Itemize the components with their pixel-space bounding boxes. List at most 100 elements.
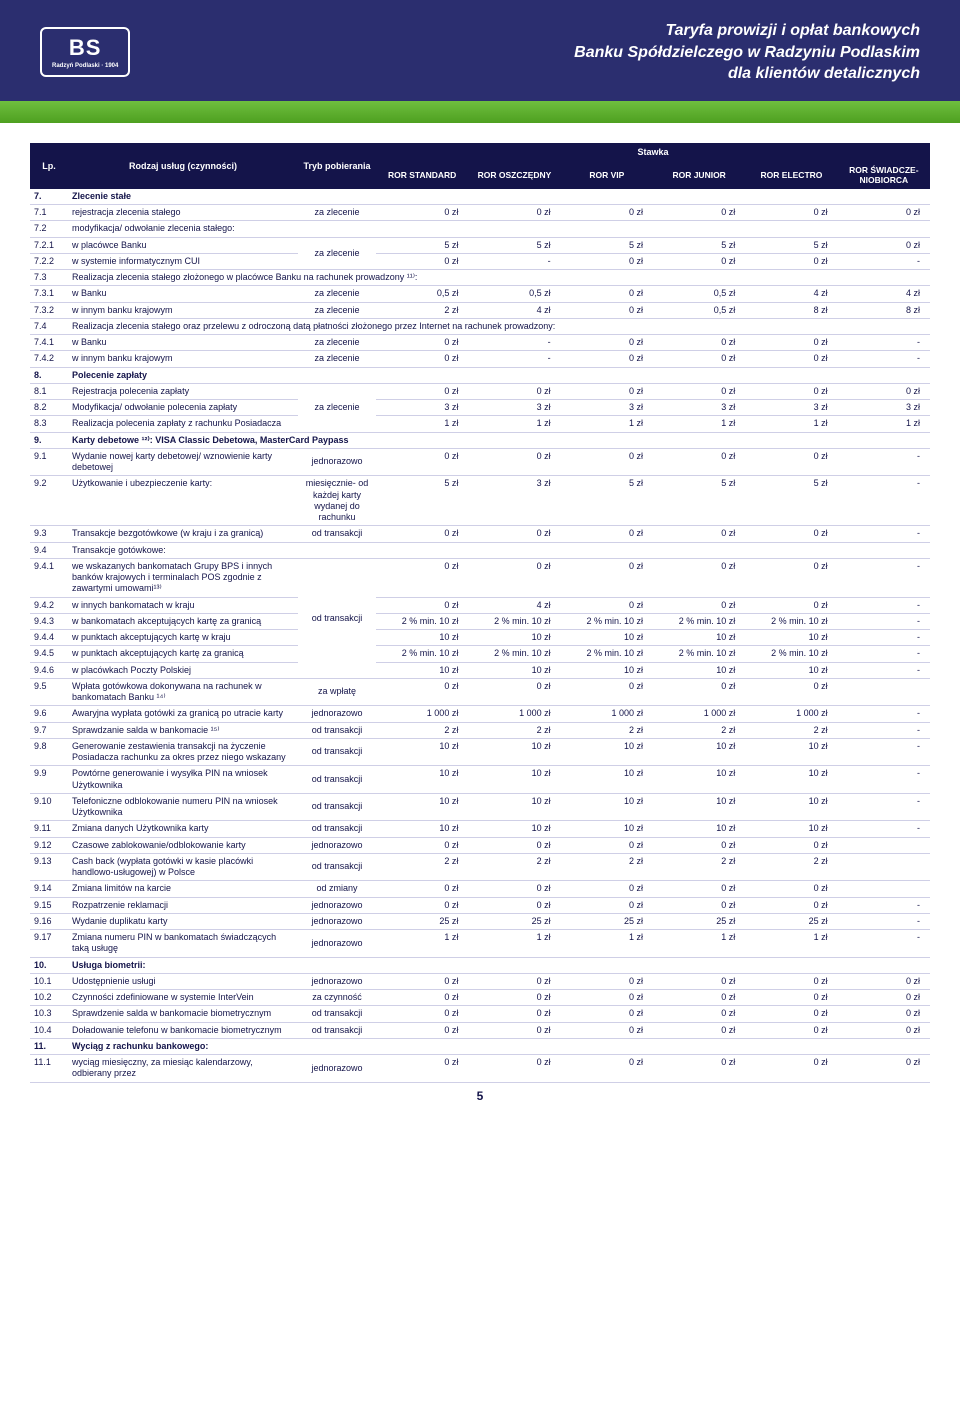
cell-value: 3 zł — [468, 400, 560, 416]
cell-value: 4 zł — [468, 302, 560, 318]
cell-value: - — [838, 722, 930, 738]
cell-lp: 9.2 — [30, 476, 68, 526]
cell-value: - — [838, 821, 930, 837]
cell-value: 2 % min. 10 zł — [561, 646, 653, 662]
cell-value: 2 zł — [468, 722, 560, 738]
cell-value: 25 zł — [376, 913, 468, 929]
logo-subtitle: Radzyń Podlaski · 1904 — [52, 63, 118, 69]
cell-desc: we wskazanych bankomatach Grupy BPS i in… — [68, 558, 298, 597]
cell-desc: w punktach akceptujących kartę w kraju — [68, 630, 298, 646]
cell-value: 10 zł — [745, 793, 837, 821]
cell-value: - — [838, 630, 930, 646]
cell-value: 0 zł — [653, 881, 745, 897]
cell-value: - — [838, 351, 930, 367]
table-row: 9.16Wydanie duplikatu kartyjednorazowo25… — [30, 913, 930, 929]
table-row: 8.3Realizacja polecenia zapłaty z rachun… — [30, 416, 930, 432]
cell-value: 10 zł — [468, 821, 560, 837]
cell-value: - — [838, 476, 930, 526]
cell-value: 0 zł — [745, 526, 837, 542]
table-row: 8.1Rejestracja polecenia zapłatyza zlece… — [30, 383, 930, 399]
cell-desc: Generowanie zestawienia transakcji na ży… — [68, 738, 298, 766]
cell-desc: Użytkowanie i ubezpieczenie karty: — [68, 476, 298, 526]
cell-lp: 7.1 — [30, 205, 68, 221]
cell-value: 0 zł — [468, 526, 560, 542]
cell-value: 1 zł — [561, 930, 653, 958]
cell-value: 2 % min. 10 zł — [468, 646, 560, 662]
cell-value: 0 zł — [653, 973, 745, 989]
cell-lp: 8.2 — [30, 400, 68, 416]
cell-value: 10 zł — [561, 630, 653, 646]
cell-desc: w innym banku krajowym — [68, 351, 298, 367]
cell-value: 10 zł — [561, 738, 653, 766]
table-row: 9.14Zmiana limitów na karcieod zmiany0 z… — [30, 881, 930, 897]
cell-value: 0 zł — [468, 1055, 560, 1083]
cell-value — [838, 853, 930, 881]
cell-lp: 7.2.2 — [30, 253, 68, 269]
th-rodzaj: Rodzaj usług (czynności) — [68, 143, 298, 189]
page-number: 5 — [30, 1089, 930, 1103]
cell-value: 0 zł — [561, 383, 653, 399]
cell-value: 0 zł — [653, 897, 745, 913]
cell-tryb: za wpłatę — [298, 678, 376, 706]
cell-lp: 9.4.4 — [30, 630, 68, 646]
cell-tryb — [298, 542, 376, 558]
cell-tryb: za zlecenie — [298, 383, 376, 432]
cell-tryb: jednorazowo — [298, 973, 376, 989]
cell-value: 0 zł — [376, 837, 468, 853]
cell-value: 0 zł — [376, 973, 468, 989]
cell-value: 0 zł — [653, 526, 745, 542]
table-row: 9.4Transakcje gotówkowe: — [30, 542, 930, 558]
cell-value: 0 zł — [653, 335, 745, 351]
cell-value: 0 zł — [745, 1055, 837, 1083]
cell-value: 10 zł — [653, 630, 745, 646]
cell-lp: 9.4 — [30, 542, 68, 558]
cell-desc: Telefoniczne odblokowanie numeru PIN na … — [68, 793, 298, 821]
cell-lp: 9.4.6 — [30, 662, 68, 678]
cell-lp: 10.3 — [30, 1006, 68, 1022]
cell-value: 0 zł — [653, 205, 745, 221]
table-row: 9.3Transakcje bezgotówkowe (w kraju i za… — [30, 526, 930, 542]
cell-value: 0 zł — [561, 837, 653, 853]
table-row: 9.4.2w innych bankomatach w kraju0 zł4 z… — [30, 597, 930, 613]
cell-tryb: od transakcji — [298, 1006, 376, 1022]
cell-value: - — [838, 793, 930, 821]
cell-desc-span: Zlecenie stałe — [68, 189, 930, 205]
cell-value: 3 zł — [838, 400, 930, 416]
cell-value: 0 zł — [468, 383, 560, 399]
cell-desc: Rozpatrzenie reklamacji — [68, 897, 298, 913]
cell-desc: w Banku — [68, 335, 298, 351]
cell-desc: Wpłata gotówkowa dokonywana na rachunek … — [68, 678, 298, 706]
table-row: 10.1Udostępnienie usługijednorazowo0 zł0… — [30, 973, 930, 989]
cell-value: - — [838, 646, 930, 662]
cell-value: 0 zł — [745, 383, 837, 399]
cell-value: 0 zł — [468, 1022, 560, 1038]
cell-value: 10 zł — [468, 662, 560, 678]
cell-value: 0 zł — [561, 335, 653, 351]
cell-value: 0 zł — [838, 1006, 930, 1022]
cell-value: 0 zł — [561, 597, 653, 613]
cell-value: 0 zł — [376, 897, 468, 913]
cell-value: - — [468, 351, 560, 367]
cell-lp: 9.10 — [30, 793, 68, 821]
cell-value: - — [838, 913, 930, 929]
cell-value — [838, 881, 930, 897]
cell-desc-span: Wyciąg z rachunku bankowego: — [68, 1038, 930, 1054]
cell-value: - — [838, 613, 930, 629]
cell-value: 10 zł — [376, 821, 468, 837]
cell-value: 0 zł — [838, 1022, 930, 1038]
cell-value: 0 zł — [653, 253, 745, 269]
cell-value: 0 zł — [376, 448, 468, 476]
cell-value: 5 zł — [561, 237, 653, 253]
cell-tryb: od zmiany — [298, 881, 376, 897]
th-col-2: ROR VIP — [561, 161, 653, 189]
cell-value: 10 zł — [745, 630, 837, 646]
cell-value: 1 000 zł — [468, 706, 560, 722]
cell-value: 0 zł — [376, 558, 468, 597]
cell-lp: 8.1 — [30, 383, 68, 399]
cell-value: 4 zł — [468, 597, 560, 613]
table-row: 9.12Czasowe zablokowanie/odblokowanie ka… — [30, 837, 930, 853]
cell-value: 0 zł — [653, 383, 745, 399]
cell-value: 10 zł — [376, 793, 468, 821]
cell-desc: w punktach akceptujących kartę za granic… — [68, 646, 298, 662]
cell-desc-span: Realizacja zlecenia stałego złożonego w … — [68, 270, 930, 286]
